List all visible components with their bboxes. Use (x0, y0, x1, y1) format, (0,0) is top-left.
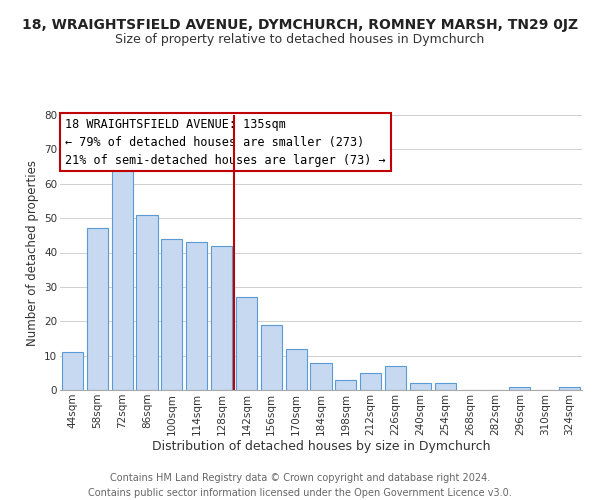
Text: Size of property relative to detached houses in Dymchurch: Size of property relative to detached ho… (115, 32, 485, 46)
Bar (385, 366, 406, 390)
Text: 18, WRAIGHTSFIELD AVENUE, DYMCHURCH, ROMNEY MARSH, TN29 0JZ: 18, WRAIGHTSFIELD AVENUE, DYMCHURCH, ROM… (22, 18, 578, 32)
Bar (261, 324, 282, 390)
Bar (62, 352, 83, 390)
Text: Contains HM Land Registry data © Crown copyright and database right 2024.
Contai: Contains HM Land Registry data © Crown c… (88, 472, 512, 498)
Text: 18 WRAIGHTSFIELD AVENUE: 135sqm
← 79% of detached houses are smaller (273)
21% o: 18 WRAIGHTSFIELD AVENUE: 135sqm ← 79% of… (65, 118, 386, 167)
Bar (559, 386, 580, 390)
Y-axis label: Number of detached properties: Number of detached properties (26, 160, 38, 346)
Bar (112, 166, 133, 390)
Bar (335, 380, 356, 390)
Bar (236, 297, 257, 390)
Bar (211, 246, 232, 390)
Bar (360, 373, 381, 390)
X-axis label: Distribution of detached houses by size in Dymchurch: Distribution of detached houses by size … (152, 440, 490, 454)
Bar (509, 386, 530, 390)
Bar (286, 349, 307, 390)
Bar (136, 214, 158, 390)
Bar (186, 242, 207, 390)
Bar (435, 383, 456, 390)
Bar (410, 383, 431, 390)
Bar (87, 228, 108, 390)
Bar (310, 362, 332, 390)
Bar (161, 239, 182, 390)
